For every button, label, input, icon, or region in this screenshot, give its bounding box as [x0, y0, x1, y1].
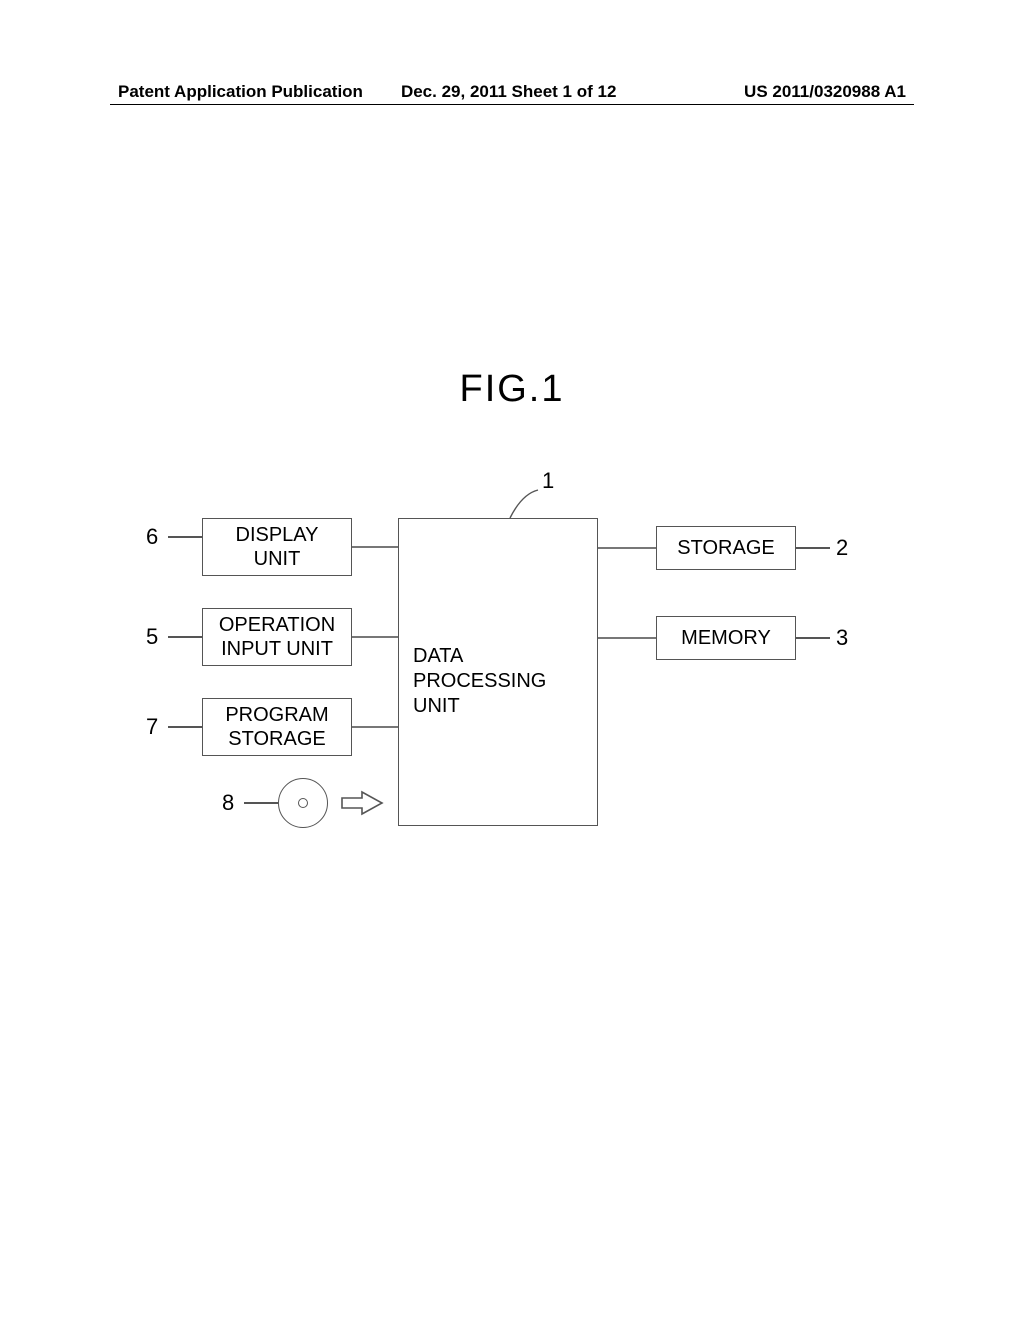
arrow-disc-to-center [338, 790, 388, 816]
header-rule [110, 104, 914, 105]
leader-7 [168, 726, 202, 728]
conn-progstorage-center [352, 726, 398, 728]
header-publication: Patent Application Publication [118, 82, 363, 102]
refnum-6: 6 [146, 524, 158, 550]
conn-center-memory [598, 637, 656, 639]
refnum-5: 5 [146, 624, 158, 650]
refnum-7: 7 [146, 714, 158, 740]
node-storage-label: STORAGE [677, 536, 774, 560]
conn-center-storage [598, 547, 656, 549]
node-storage: STORAGE [656, 526, 796, 570]
node-disc-inner-icon [298, 798, 308, 808]
leader-6 [168, 536, 202, 538]
conn-opinput-center [352, 636, 398, 638]
node-operation-input-unit-label: OPERATIONINPUT UNIT [219, 613, 335, 661]
node-display-unit: DISPLAYUNIT [202, 518, 352, 576]
leader-5 [168, 636, 202, 638]
node-memory-label: MEMORY [681, 626, 771, 650]
refnum-1: 1 [542, 468, 554, 494]
node-data-processing-unit: DATAPROCESSINGUNIT [398, 518, 598, 826]
conn-display-center [352, 546, 398, 548]
refnum-3: 3 [836, 625, 848, 651]
header-sheet-info: Dec. 29, 2011 Sheet 1 of 12 [401, 82, 616, 102]
node-data-processing-unit-label: DATAPROCESSINGUNIT [413, 644, 546, 719]
page-header: Patent Application Publication Dec. 29, … [0, 82, 1024, 102]
refnum-8: 8 [222, 790, 234, 816]
leader-8 [244, 802, 278, 804]
node-memory: MEMORY [656, 616, 796, 660]
node-display-unit-label: DISPLAYUNIT [236, 523, 319, 571]
leader-2 [796, 547, 830, 549]
figure-title: FIG.1 [0, 368, 1024, 411]
page-root: Patent Application Publication Dec. 29, … [0, 0, 1024, 1320]
node-operation-input-unit: OPERATIONINPUT UNIT [202, 608, 352, 666]
leader-1 [508, 488, 542, 520]
node-program-storage: PROGRAMSTORAGE [202, 698, 352, 756]
refnum-2: 2 [836, 535, 848, 561]
leader-3 [796, 637, 830, 639]
node-program-storage-label: PROGRAMSTORAGE [225, 703, 328, 751]
header-doc-number: US 2011/0320988 A1 [744, 82, 906, 102]
block-diagram: DATAPROCESSINGUNIT 1 DISPLAYUNIT 6 OPERA… [110, 480, 914, 980]
